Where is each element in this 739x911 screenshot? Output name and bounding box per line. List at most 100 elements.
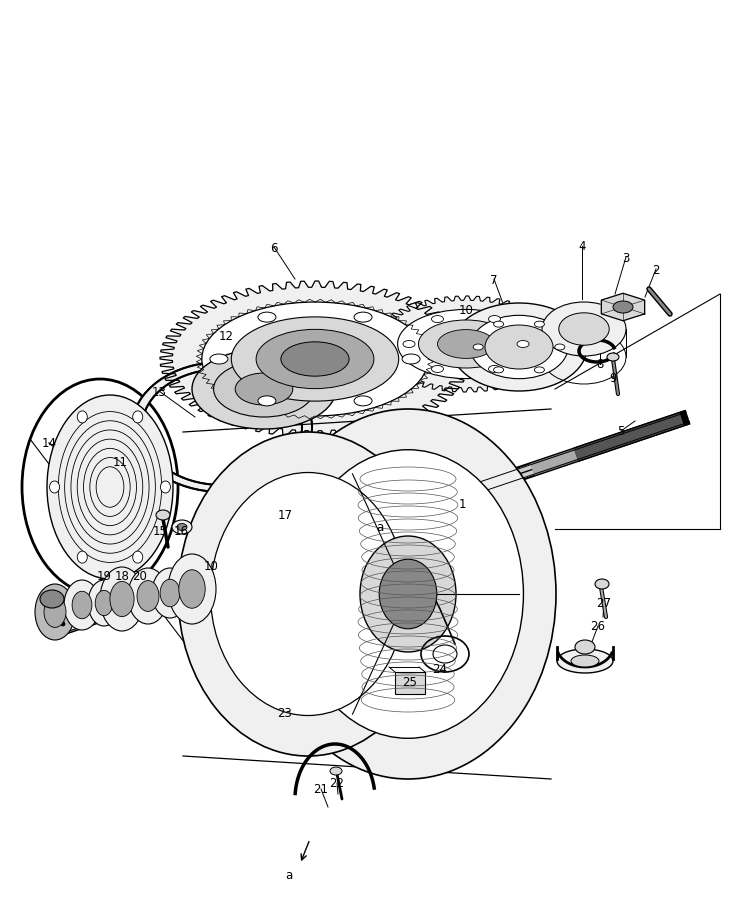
Text: 15: 15 — [152, 525, 168, 537]
Ellipse shape — [494, 322, 503, 328]
Ellipse shape — [488, 316, 500, 323]
Ellipse shape — [470, 316, 568, 379]
Ellipse shape — [152, 568, 188, 619]
Text: 25: 25 — [403, 676, 418, 689]
Text: 4: 4 — [578, 241, 586, 253]
Ellipse shape — [256, 330, 374, 389]
Text: 8: 8 — [596, 358, 604, 371]
Ellipse shape — [402, 354, 420, 364]
Polygon shape — [602, 294, 644, 322]
Ellipse shape — [595, 579, 609, 589]
Text: 12: 12 — [219, 330, 234, 343]
Ellipse shape — [179, 570, 205, 609]
Ellipse shape — [160, 579, 180, 607]
Ellipse shape — [555, 344, 565, 351]
Ellipse shape — [398, 310, 534, 379]
Ellipse shape — [202, 302, 428, 416]
Text: 24: 24 — [432, 663, 448, 676]
Ellipse shape — [517, 341, 529, 348]
Ellipse shape — [211, 473, 406, 716]
Ellipse shape — [607, 353, 619, 362]
Ellipse shape — [557, 650, 613, 673]
Text: 2: 2 — [653, 263, 660, 276]
Text: 17: 17 — [278, 509, 293, 522]
Text: 13: 13 — [151, 385, 166, 398]
Ellipse shape — [72, 591, 92, 619]
Text: 5: 5 — [617, 425, 624, 438]
Ellipse shape — [78, 412, 87, 424]
Text: 27: 27 — [596, 597, 611, 609]
Text: 22: 22 — [330, 777, 344, 790]
Ellipse shape — [542, 302, 626, 356]
Ellipse shape — [432, 316, 443, 323]
Ellipse shape — [293, 450, 523, 739]
Ellipse shape — [128, 568, 168, 624]
Polygon shape — [371, 297, 561, 393]
Ellipse shape — [379, 559, 437, 630]
Ellipse shape — [494, 367, 503, 374]
Ellipse shape — [258, 396, 276, 406]
Ellipse shape — [432, 366, 443, 373]
Polygon shape — [160, 281, 470, 437]
Ellipse shape — [40, 590, 64, 609]
Text: 10: 10 — [203, 560, 219, 573]
Text: 19: 19 — [97, 570, 112, 583]
FancyBboxPatch shape — [395, 672, 425, 694]
Text: 7: 7 — [490, 273, 498, 286]
Ellipse shape — [78, 551, 87, 564]
Ellipse shape — [235, 374, 293, 405]
Ellipse shape — [100, 568, 144, 631]
Ellipse shape — [575, 640, 595, 654]
Polygon shape — [132, 363, 312, 493]
Text: a: a — [376, 521, 384, 534]
Ellipse shape — [534, 322, 545, 328]
Ellipse shape — [50, 482, 60, 494]
Ellipse shape — [172, 520, 192, 535]
Ellipse shape — [281, 343, 349, 377]
Ellipse shape — [178, 433, 438, 756]
Ellipse shape — [354, 312, 372, 322]
Text: 26: 26 — [590, 619, 605, 633]
Ellipse shape — [488, 366, 500, 373]
Ellipse shape — [133, 551, 143, 564]
Ellipse shape — [210, 354, 228, 364]
Ellipse shape — [418, 321, 514, 369]
Ellipse shape — [360, 537, 456, 652]
Text: 1: 1 — [458, 498, 466, 511]
Text: 10: 10 — [459, 303, 474, 316]
Ellipse shape — [354, 396, 372, 406]
Ellipse shape — [403, 341, 415, 348]
Text: 3: 3 — [622, 251, 630, 264]
Text: 23: 23 — [278, 707, 293, 720]
Ellipse shape — [559, 313, 609, 346]
Ellipse shape — [110, 582, 134, 617]
Ellipse shape — [473, 344, 483, 351]
Ellipse shape — [160, 482, 171, 494]
Ellipse shape — [177, 524, 187, 531]
Ellipse shape — [88, 580, 120, 627]
Ellipse shape — [571, 655, 599, 667]
Text: 6: 6 — [270, 241, 278, 254]
Ellipse shape — [35, 584, 75, 640]
Ellipse shape — [330, 767, 342, 775]
Ellipse shape — [485, 325, 553, 370]
Ellipse shape — [47, 395, 173, 579]
Text: 11: 11 — [112, 456, 128, 469]
Ellipse shape — [451, 303, 587, 392]
Ellipse shape — [168, 555, 216, 624]
Ellipse shape — [258, 312, 276, 322]
Ellipse shape — [260, 410, 556, 779]
Text: 16: 16 — [174, 525, 188, 537]
Ellipse shape — [613, 302, 633, 313]
Text: 20: 20 — [132, 570, 148, 583]
Text: a: a — [285, 868, 293, 882]
Ellipse shape — [156, 510, 170, 520]
Ellipse shape — [437, 331, 494, 359]
Ellipse shape — [95, 590, 113, 616]
Ellipse shape — [137, 581, 159, 611]
Text: 21: 21 — [313, 783, 329, 795]
Text: 9: 9 — [609, 372, 617, 385]
Ellipse shape — [231, 318, 399, 402]
Ellipse shape — [133, 412, 143, 424]
Text: 14: 14 — [41, 437, 56, 450]
